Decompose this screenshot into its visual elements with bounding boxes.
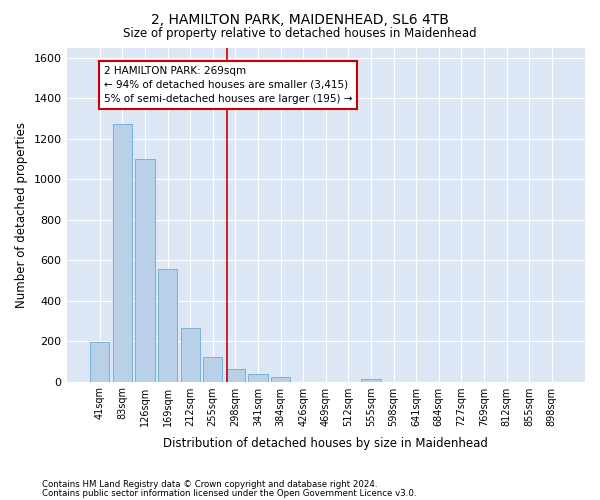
Bar [158, 270, 177, 382]
Text: Contains public sector information licensed under the Open Government Licence v3: Contains public sector information licen… [42, 488, 416, 498]
Text: Contains HM Land Registry data © Crown copyright and database right 2024.: Contains HM Land Registry data © Crown c… [42, 480, 377, 489]
Text: 2, HAMILTON PARK, MAIDENHEAD, SL6 4TB: 2, HAMILTON PARK, MAIDENHEAD, SL6 4TB [151, 12, 449, 26]
Bar [181, 328, 200, 382]
Bar [226, 370, 245, 382]
Bar [136, 160, 155, 382]
Y-axis label: Number of detached properties: Number of detached properties [15, 122, 28, 308]
X-axis label: Distribution of detached houses by size in Maidenhead: Distribution of detached houses by size … [163, 437, 488, 450]
Bar [271, 377, 290, 382]
Bar [113, 124, 132, 382]
Text: 2 HAMILTON PARK: 269sqm
← 94% of detached houses are smaller (3,415)
5% of semi-: 2 HAMILTON PARK: 269sqm ← 94% of detache… [104, 66, 352, 104]
Bar [90, 342, 109, 382]
Bar [203, 357, 223, 382]
Text: Size of property relative to detached houses in Maidenhead: Size of property relative to detached ho… [123, 28, 477, 40]
Bar [361, 378, 380, 382]
Bar [248, 374, 268, 382]
